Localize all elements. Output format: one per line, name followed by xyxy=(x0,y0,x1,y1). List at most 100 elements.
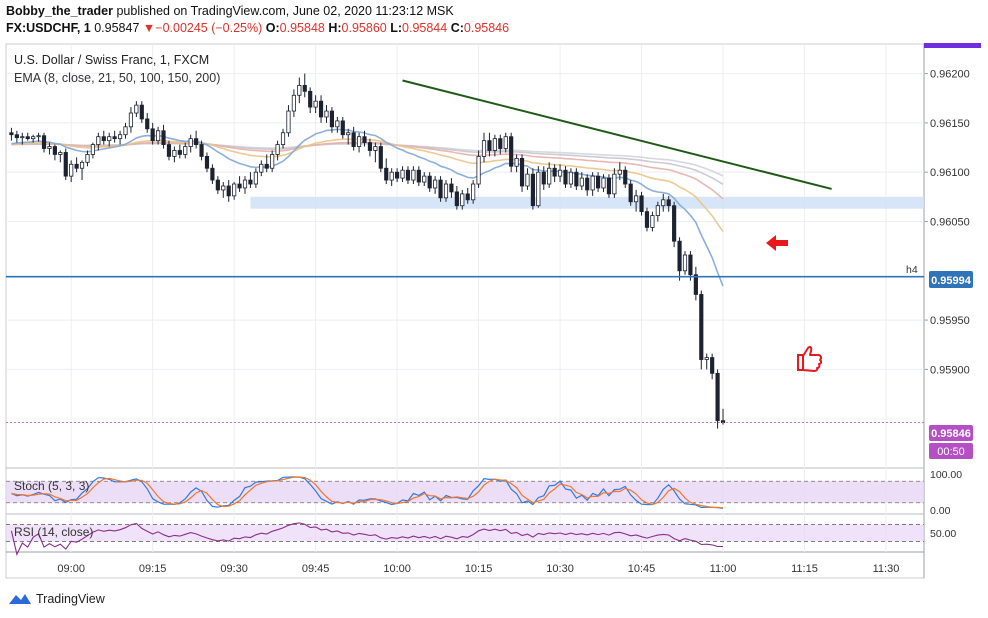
candle-body-35 xyxy=(199,144,204,157)
candle-body-0 xyxy=(9,132,14,136)
candle-body-110 xyxy=(606,177,612,195)
trendline xyxy=(402,79,832,190)
candle-body-47 xyxy=(264,163,269,169)
candle-body-44 xyxy=(248,179,253,185)
support-zone xyxy=(250,196,924,209)
time-tick-label-10: 11:30 xyxy=(873,563,900,575)
stoch-k-line xyxy=(11,476,724,509)
candle-body-93 xyxy=(514,157,519,167)
candle-body-105 xyxy=(579,177,584,187)
ema-lines xyxy=(11,128,724,287)
candle-body-127 xyxy=(699,294,704,360)
candle-body-2 xyxy=(20,136,25,139)
candle-body-81 xyxy=(449,183,454,193)
candle-body-109 xyxy=(601,177,606,189)
footer-brand[interactable]: TradingView xyxy=(8,592,105,606)
brand-name: TradingView xyxy=(36,592,105,606)
low-label: L: xyxy=(390,21,403,35)
candle-body-61 xyxy=(340,120,345,136)
h4-tag: h4 xyxy=(906,264,918,276)
chart-area[interactable]: U.S. Dollar / Swiss Franc, 1, FXCM EMA (… xyxy=(0,40,988,582)
price-tick-label-1: 0.96150 xyxy=(930,118,970,130)
instrument-title: U.S. Dollar / Swiss Franc, 1, FXCM xyxy=(14,53,209,67)
candle-body-23 xyxy=(134,104,139,114)
candle-body-129 xyxy=(710,357,715,374)
time-axis-ticks: 09:00 09:15 09:30 09:45 10:00 10:15 10:30 10:45… xyxy=(57,563,899,575)
candle-body-29 xyxy=(166,144,172,157)
candle-body-31 xyxy=(177,150,182,155)
candle-body-4 xyxy=(31,136,36,140)
candle-body-89 xyxy=(492,138,497,151)
price-tick-label-2: 0.96100 xyxy=(930,167,970,179)
author-name[interactable]: Bobby_the_trader xyxy=(6,4,113,18)
candle-body-45 xyxy=(253,171,258,185)
candle-body-28 xyxy=(161,130,166,145)
candle-body-5 xyxy=(36,135,41,138)
ema-indicator-label[interactable]: EMA (8, close, 21, 50, 100, 150, 200) xyxy=(14,71,220,85)
candle-body-90 xyxy=(498,138,503,149)
candle-body-11 xyxy=(69,163,74,177)
candle-body-32 xyxy=(183,146,188,155)
candle-body-39 xyxy=(221,185,226,191)
candle-body-128 xyxy=(704,357,709,360)
candle-body-43 xyxy=(242,179,248,189)
time-tick-label-8: 11:00 xyxy=(710,563,737,575)
candle-body-97 xyxy=(536,171,541,207)
candle-body-85 xyxy=(471,183,476,201)
candle-body-16 xyxy=(96,136,101,145)
candle-body-34 xyxy=(194,138,199,145)
candle-body-36 xyxy=(204,156,210,169)
support-price-tag xyxy=(929,271,973,288)
candle-body-74 xyxy=(411,169,416,181)
header-line-ohlc: FX:USDCHF, 1 0.95847 ▼−0.00245 (−0.25%) … xyxy=(6,21,509,35)
stoch-band xyxy=(6,481,924,503)
publish-info: published on TradingView.com, June 02, 2… xyxy=(112,4,454,18)
candle-body-98 xyxy=(541,171,546,185)
time-tick-label-0: 09:00 xyxy=(57,563,85,575)
thumbs-up-icon xyxy=(797,346,823,372)
low-value: 0.95844 xyxy=(402,21,448,35)
candle-body-53 xyxy=(297,85,302,96)
candle-body-42 xyxy=(237,183,242,189)
price-tick-label-0: 0.96200 xyxy=(930,69,970,81)
candle-body-62 xyxy=(346,132,351,136)
candle-body-77 xyxy=(427,175,432,189)
price-change: −0.00245 (−0.25%) xyxy=(155,21,263,35)
candle-body-69 xyxy=(384,167,389,181)
candle-body-100 xyxy=(552,167,557,177)
candle-body-72 xyxy=(400,169,405,179)
candle-body-71 xyxy=(395,171,400,179)
time-tick-label-4: 10:00 xyxy=(383,563,411,575)
last-price-text: 0.95846 xyxy=(931,428,971,440)
candle-body-50 xyxy=(280,132,286,145)
candle-body-130 xyxy=(715,372,720,422)
candle-body-21 xyxy=(123,126,128,136)
candle-body-41 xyxy=(232,183,237,197)
time-tick-label-7: 10:45 xyxy=(628,563,656,575)
candle-body-58 xyxy=(324,110,329,118)
ema-line-50 xyxy=(11,138,724,233)
candle-body-104 xyxy=(574,171,579,187)
candle-body-6 xyxy=(41,135,47,149)
candle-body-14 xyxy=(85,154,90,163)
close-label: C: xyxy=(450,21,464,35)
candle-body-3 xyxy=(25,136,30,140)
time-tick-label-3: 09:45 xyxy=(302,563,330,575)
candle-body-119 xyxy=(655,205,660,216)
candle-body-91 xyxy=(503,136,508,149)
candle-body-40 xyxy=(226,185,231,197)
candle-body-96 xyxy=(530,173,535,207)
support-price-text: 0.95994 xyxy=(931,275,972,287)
candle-body-79 xyxy=(438,179,443,199)
candle-body-103 xyxy=(568,171,574,185)
stoch-label[interactable]: Stoch (5, 3, 3) xyxy=(14,479,89,493)
candle-body-88 xyxy=(487,140,492,151)
time-tick-label-5: 10:15 xyxy=(465,563,493,575)
drawings xyxy=(6,79,924,424)
candle-body-75 xyxy=(416,169,421,183)
candle-body-30 xyxy=(172,150,177,157)
candle-body-68 xyxy=(378,146,383,169)
rsi-label[interactable]: RSI (14, close) xyxy=(14,525,93,539)
rsi-tick-0: 50.00 xyxy=(930,528,956,540)
countdown-tag xyxy=(929,443,973,459)
